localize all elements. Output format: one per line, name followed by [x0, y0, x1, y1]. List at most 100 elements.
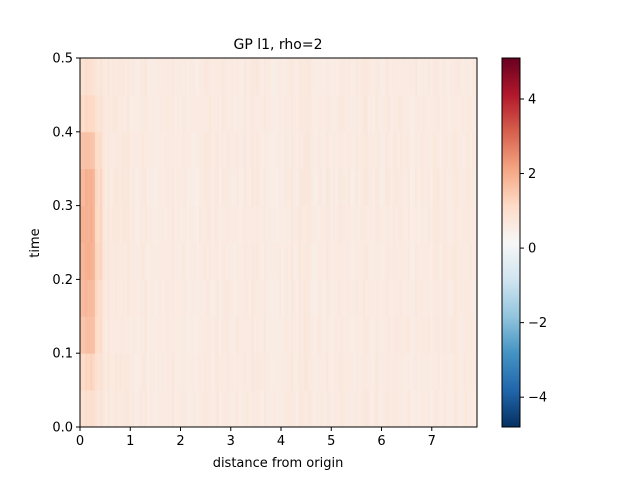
heatmap-cell	[402, 94, 406, 133]
heatmap-cell	[149, 131, 153, 170]
heatmap-cell	[320, 390, 324, 428]
heatmap-cell	[179, 94, 183, 133]
heatmap-cell	[285, 316, 289, 354]
heatmap-cell	[194, 131, 198, 170]
heatmap-cell	[117, 353, 121, 391]
heatmap-cell	[206, 279, 210, 317]
heatmap-cell	[146, 279, 150, 317]
heatmap-cell	[107, 94, 111, 133]
heatmap-cell	[469, 353, 473, 391]
heatmap-cell	[343, 353, 346, 391]
heatmap-cell	[99, 131, 103, 170]
heatmap-cell	[330, 390, 334, 428]
heatmap-cell	[457, 242, 461, 280]
heatmap-cell	[333, 94, 336, 133]
heatmap-cell	[84, 316, 88, 354]
heatmap-cell	[303, 58, 307, 96]
heatmap-cell	[186, 353, 190, 391]
heatmap-cell	[151, 390, 155, 428]
heatmap-cell	[256, 316, 260, 354]
heatmap-cell	[181, 131, 185, 170]
heatmap-cell	[380, 205, 384, 243]
heatmap-cell	[122, 390, 126, 428]
heatmap-cell	[345, 131, 349, 170]
heatmap-cell	[407, 353, 411, 391]
heatmap-cell	[367, 316, 371, 354]
heatmap-cell	[325, 131, 329, 170]
heatmap-cell	[424, 205, 428, 243]
heatmap-cell	[385, 131, 389, 170]
heatmap-cell	[355, 353, 359, 391]
heatmap-cell	[290, 205, 294, 243]
heatmap-cell	[243, 205, 247, 243]
heatmap-cell	[370, 58, 374, 96]
heatmap-cell	[444, 316, 448, 354]
heatmap-cell	[380, 279, 384, 317]
heatmap-cell	[221, 316, 225, 354]
heatmap-cell	[127, 242, 131, 280]
heatmap-cell	[243, 353, 247, 391]
heatmap-cell	[87, 353, 91, 391]
heatmap-cell	[405, 353, 408, 391]
heatmap-cell	[164, 390, 168, 428]
heatmap-cell	[144, 390, 148, 428]
heatmap-cell	[295, 242, 299, 280]
heatmap-cell	[444, 279, 448, 317]
heatmap-cell	[132, 390, 135, 428]
heatmap-cell	[218, 242, 222, 280]
heatmap-cell	[352, 353, 356, 391]
heatmap-cell	[362, 390, 366, 428]
heatmap-cell	[390, 353, 394, 391]
heatmap-cell	[211, 242, 215, 280]
heatmap-cell	[350, 205, 354, 243]
heatmap-cell	[439, 242, 443, 280]
heatmap-cell	[288, 131, 292, 170]
heatmap-cell	[345, 205, 349, 243]
heatmap-cell	[357, 168, 361, 206]
heatmap-cell	[352, 205, 356, 243]
heatmap-cell	[109, 205, 113, 243]
heatmap-cell	[449, 168, 453, 206]
heatmap-cell	[211, 279, 215, 317]
heatmap-cell	[283, 58, 287, 96]
heatmap-cell	[211, 58, 215, 96]
x-tick-label: 0	[76, 434, 84, 449]
heatmap-cell	[261, 316, 265, 354]
heatmap-cell	[243, 242, 247, 280]
heatmap-cell	[114, 94, 118, 133]
heatmap-cell	[395, 205, 398, 243]
heatmap-cell	[278, 353, 282, 391]
heatmap-cell	[117, 390, 121, 428]
heatmap-cell	[293, 242, 297, 280]
heatmap-cell	[372, 316, 376, 354]
heatmap-cell	[298, 316, 302, 354]
heatmap-cell	[166, 205, 170, 243]
heatmap-cell	[253, 353, 257, 391]
heatmap-cell	[82, 205, 86, 243]
heatmap-cell	[139, 316, 143, 354]
heatmap-cell	[241, 58, 245, 96]
heatmap-cell	[144, 58, 148, 96]
heatmap-cell	[310, 279, 314, 317]
heatmap-cell	[159, 390, 163, 428]
heatmap-cell	[338, 205, 341, 243]
heatmap-cell	[243, 168, 247, 206]
heatmap-cell	[293, 205, 297, 243]
heatmap-cell	[233, 353, 237, 391]
heatmap-cell	[218, 205, 222, 243]
heatmap-cell	[223, 279, 227, 317]
heatmap-cell	[422, 353, 426, 391]
heatmap-cell	[320, 58, 324, 96]
heatmap-cell	[429, 58, 433, 96]
heatmap-cell	[233, 390, 237, 428]
heatmap-cell	[114, 168, 118, 206]
heatmap-cell	[429, 168, 433, 206]
heatmap-cell	[429, 205, 433, 243]
heatmap-cell	[179, 353, 183, 391]
heatmap-cell	[432, 58, 436, 96]
heatmap-cell	[216, 94, 220, 133]
heatmap-cell	[92, 205, 96, 243]
heatmap-cell	[134, 279, 138, 317]
heatmap-cell	[139, 353, 143, 391]
heatmap-cell	[459, 58, 463, 96]
